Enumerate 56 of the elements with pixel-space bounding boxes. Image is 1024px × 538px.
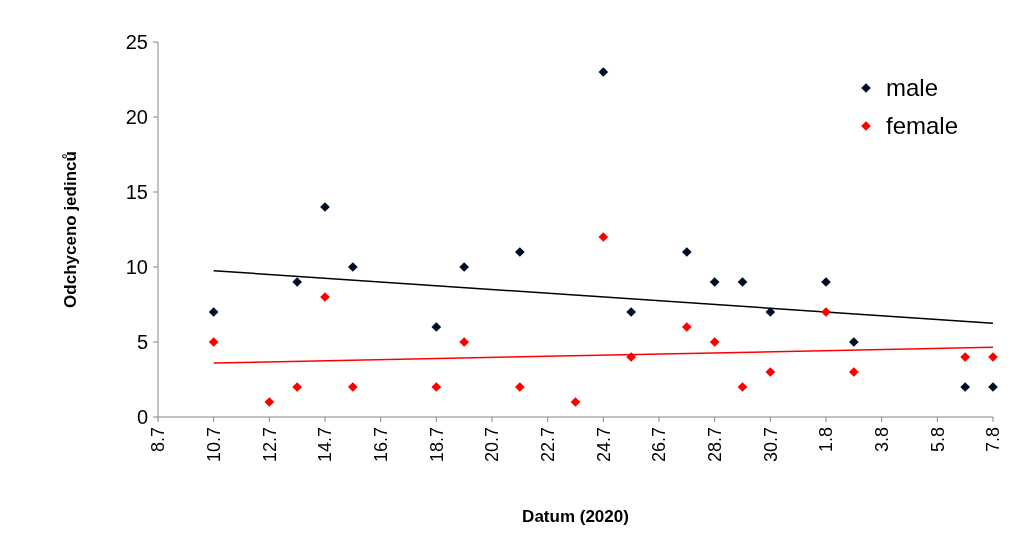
point <box>960 382 971 392</box>
point <box>264 397 275 407</box>
y-tick-label: 20 <box>125 106 148 128</box>
legend-label: female <box>886 112 959 140</box>
x-axis-title: Datum (2020) <box>522 507 629 526</box>
point <box>709 277 720 287</box>
point <box>514 247 525 257</box>
y-axis-title: Odchyceno jedinců <box>61 151 80 308</box>
point <box>570 397 581 407</box>
y-tick-label: 0 <box>136 406 148 428</box>
x-tick-label: 10.7 <box>203 427 224 463</box>
x-tick-label: 26.7 <box>649 427 670 463</box>
point <box>848 367 859 377</box>
x-tick-label: 7.8 <box>983 427 1004 453</box>
y-tick-label: 5 <box>136 331 148 353</box>
point <box>459 262 470 272</box>
x-tick-label: 28.7 <box>704 427 725 463</box>
x-tick-label: 20.7 <box>482 427 503 463</box>
point <box>681 247 692 257</box>
x-tick-label: 1.8 <box>816 427 837 453</box>
y-tick-label: 10 <box>125 256 148 278</box>
x-tick-label: 14.7 <box>315 427 336 463</box>
x-tick-label: 8.7 <box>148 427 169 453</box>
y-tick-label: 25 <box>125 31 148 53</box>
point <box>681 322 692 332</box>
point <box>347 382 358 392</box>
point <box>292 277 303 287</box>
x-tick-label: 18.7 <box>426 427 447 463</box>
point <box>960 352 971 362</box>
point <box>208 337 219 347</box>
point <box>459 337 470 347</box>
point <box>737 277 748 287</box>
x-tick-label: 12.7 <box>259 427 280 463</box>
point <box>431 322 442 332</box>
x-tick-label: 22.7 <box>537 427 558 463</box>
y-tick-label: 15 <box>125 181 148 203</box>
point <box>848 337 859 347</box>
point <box>514 382 525 392</box>
point <box>347 262 358 272</box>
point <box>598 232 609 242</box>
point <box>709 337 720 347</box>
x-tick-label: 3.8 <box>871 427 892 453</box>
legend-label: male <box>886 74 939 102</box>
point <box>292 382 303 392</box>
x-tick-label: 24.7 <box>593 427 614 463</box>
point <box>626 307 637 317</box>
point <box>626 352 637 362</box>
x-tick-label: 5.8 <box>927 427 948 453</box>
x-tick-label: 30.7 <box>760 427 781 463</box>
point <box>765 307 776 317</box>
point <box>208 307 219 317</box>
point <box>765 367 776 377</box>
point <box>431 382 442 392</box>
point <box>598 67 609 77</box>
x-tick-label: 16.7 <box>370 427 391 463</box>
point <box>737 382 748 392</box>
